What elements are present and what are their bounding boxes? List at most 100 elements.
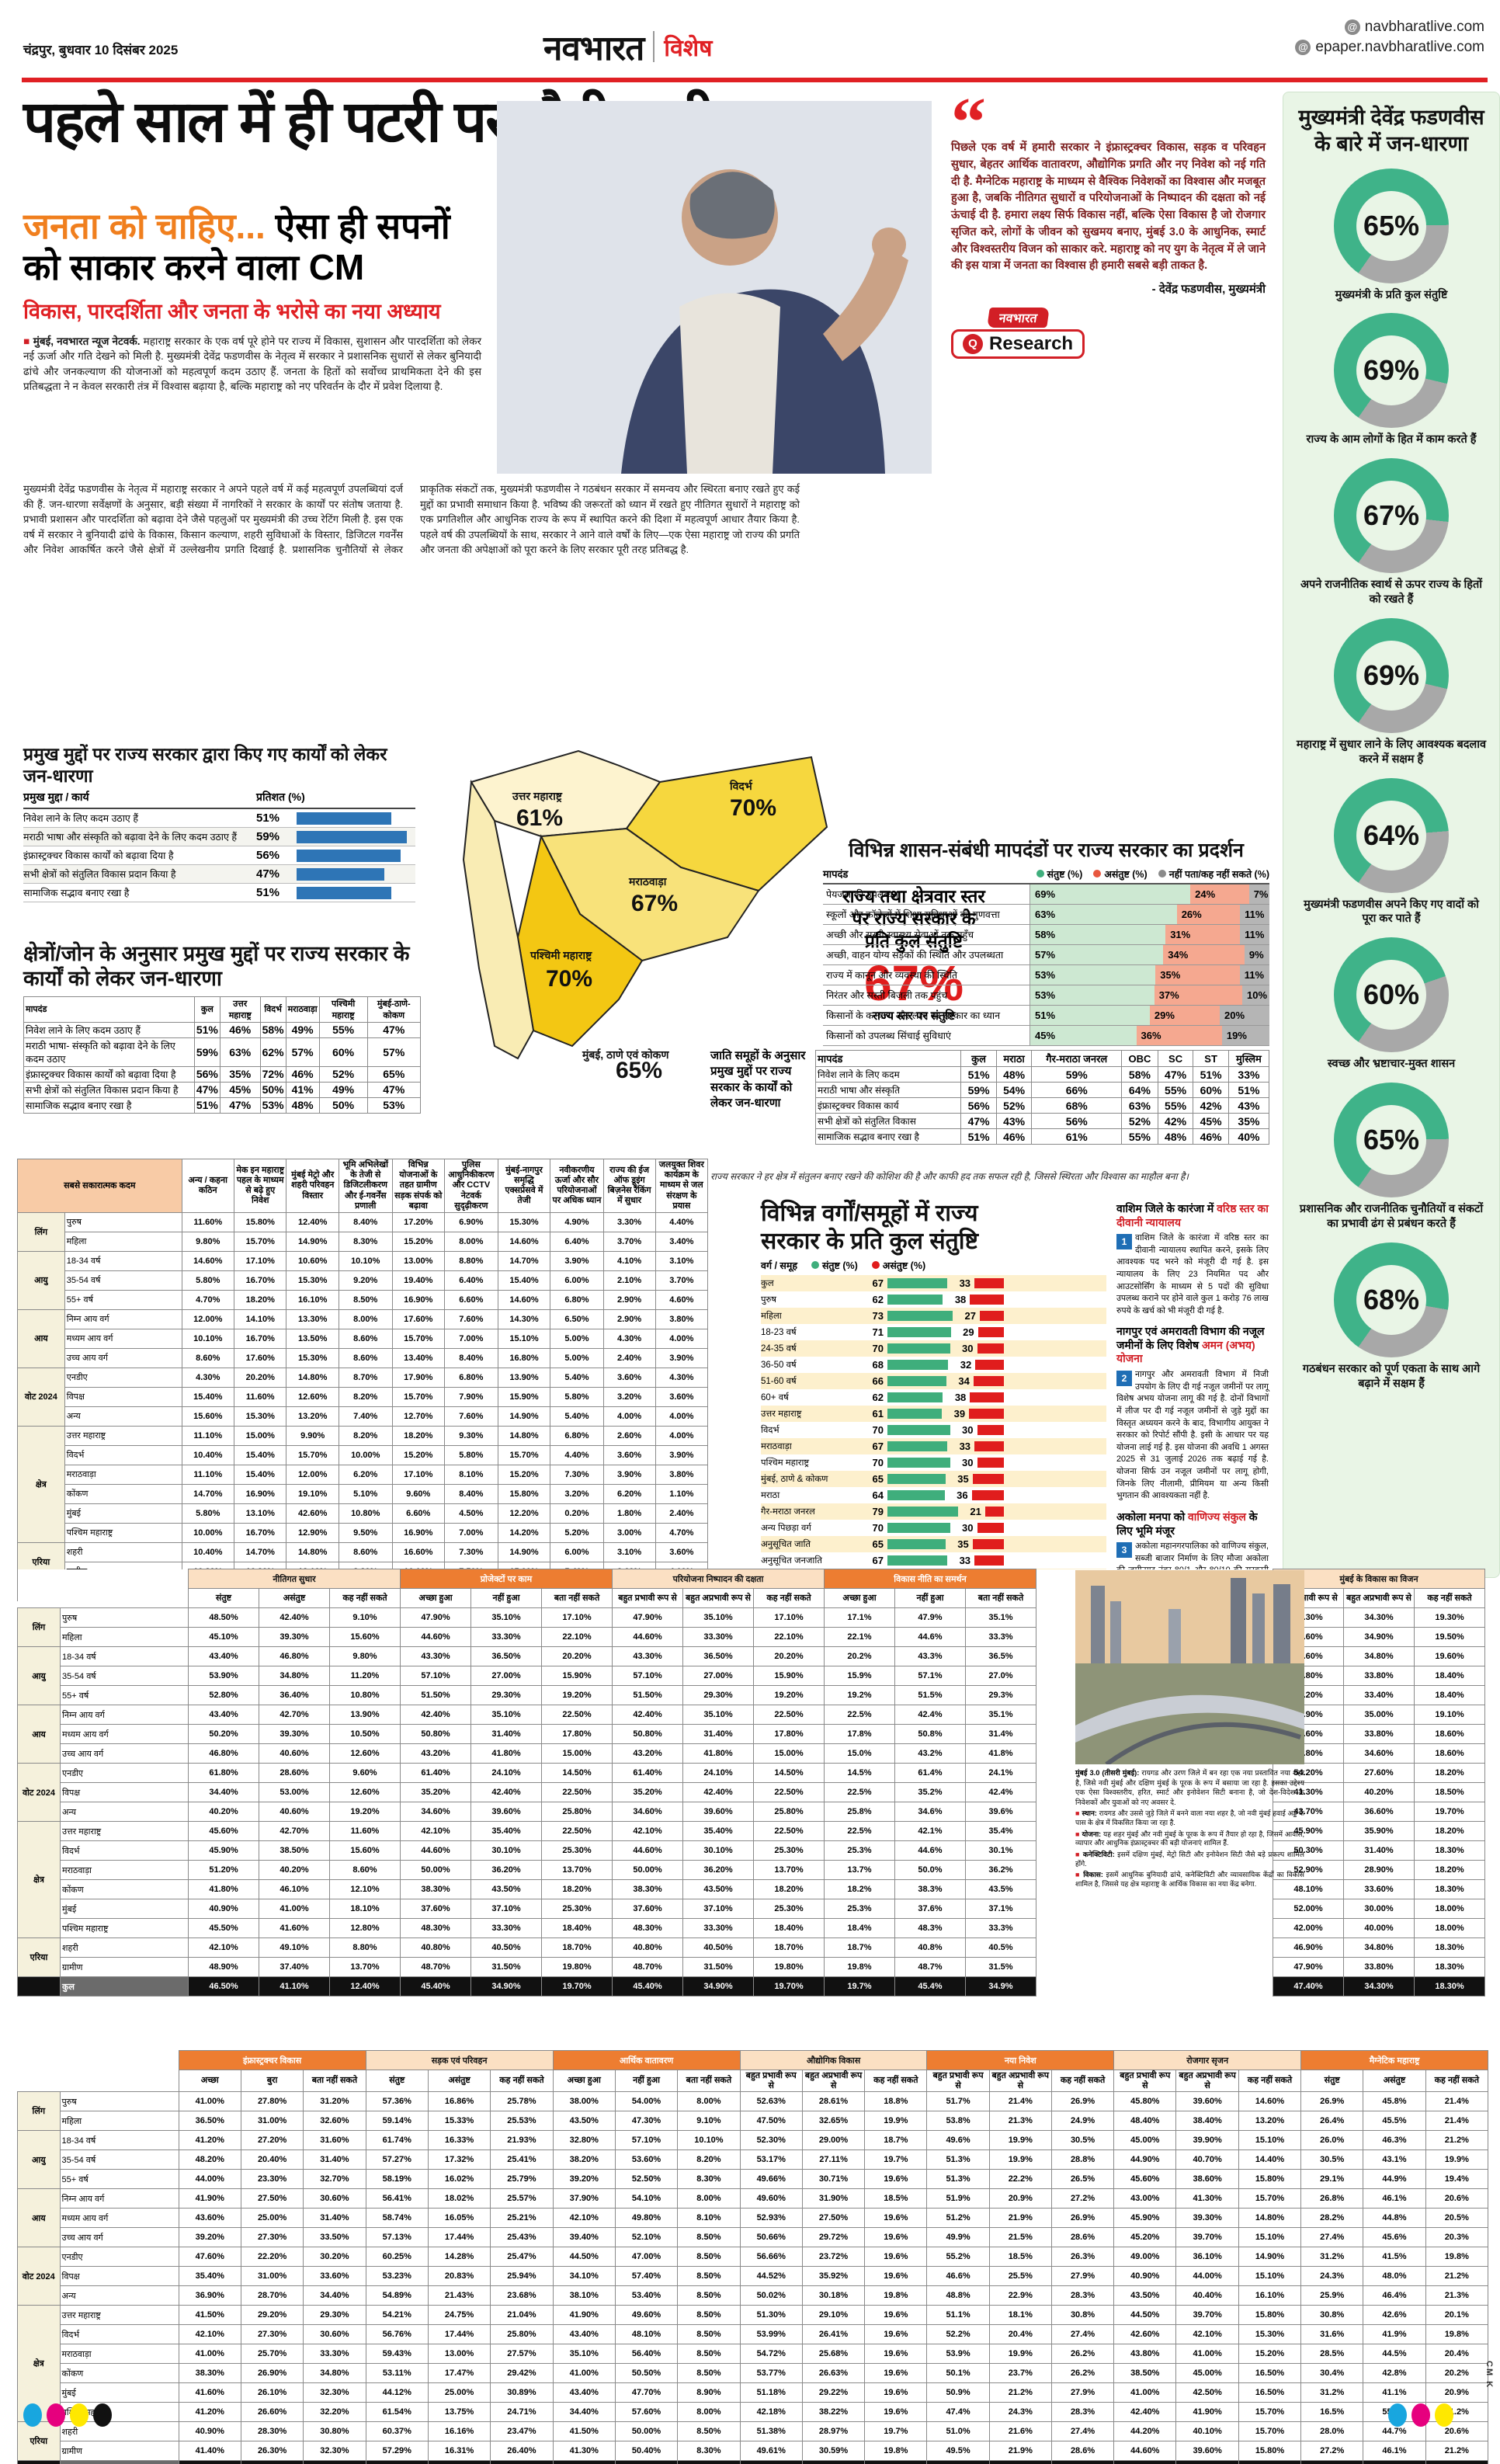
table-cell: 56.76% (365, 2324, 429, 2345)
table-cell: 42.1% (894, 1821, 966, 1841)
table-cell: 14.80% (286, 1367, 339, 1388)
table-cell: 14.70% (181, 1483, 235, 1504)
table-cell: 10.00% (181, 1522, 235, 1543)
dissatisfied-bar (973, 1376, 1004, 1386)
table-cell: 38.50% (1113, 2363, 1177, 2384)
table-cell: 45.6% (1363, 2227, 1426, 2248)
table-cell: 15.30% (286, 1270, 339, 1291)
table-cell: 41.30% (178, 2460, 241, 2464)
mumbai-caption: मुंबई 3.0 (तीसरी मुंबई): रायगड और उरण जि… (1075, 1769, 1304, 1806)
table-cell: 10.50% (329, 1724, 401, 1744)
positive-steps-block: सबसे सकारात्मक कदम अन्य / कहना कठिन मेक इन… (17, 1159, 709, 1601)
table-cell: 4.40% (655, 1211, 709, 1232)
zone-row-label: सभी क्षेत्रों को संतुलित विकास प्रदान कि… (23, 1081, 195, 1098)
table-cell: 22.50% (541, 1782, 613, 1802)
table-cell: 30.60% (303, 2324, 366, 2345)
table-cell: 20.2% (824, 1646, 895, 1666)
map-region-name: उत्तर महाराष्ट्र (512, 790, 563, 803)
table-cell: 6.40% (443, 1270, 498, 1291)
table-cell: 14.60% (497, 1231, 551, 1252)
table-row: विपक्ष 35.40% 31.00% 33.60% 53.23% 20.83% 25.9… (18, 2266, 1489, 2287)
table-cell: 1.80% (602, 1503, 656, 1524)
table-cell: 50.80% (612, 1724, 683, 1744)
table-cell: 10.80% (338, 1503, 393, 1524)
table-cell: 21.5% (988, 2227, 1052, 2248)
donut-caption: स्वच्छ और भ्रष्टाचार-मुक्त शासन (1327, 1058, 1456, 1071)
table-cell: 22.10% (753, 1627, 825, 1647)
table-cell: 18.8% (864, 2091, 928, 2112)
row-category: लिंग (17, 2091, 61, 2132)
table-cell: 44.12% (365, 2382, 429, 2403)
table-cell: 39.70% (1175, 2227, 1239, 2248)
table-cell: 39.20% (178, 2227, 241, 2248)
dissatisfied-value: 34 (958, 1375, 970, 1387)
issue-bar (297, 830, 407, 843)
zone-cell: 50% (318, 1096, 368, 1114)
table-cell: 41.00% (1175, 2344, 1239, 2365)
group-title: रोजगार सृजन (1113, 2050, 1302, 2070)
table-cell: 3.10% (655, 1250, 709, 1271)
group-label: मुंबई, ठाणे & कोकण (761, 1475, 828, 1484)
table-cell: 42.8% (1363, 2363, 1426, 2384)
site-link-1[interactable]: @ navbharatlive.com (1228, 19, 1484, 36)
donut-value: 69% (1356, 640, 1426, 711)
table-cell: 41.00% (552, 2363, 616, 2384)
table-row: क्षेत्र उत्तर महाराष्ट्र 45.60% 42.70% 11.60… (17, 1821, 1485, 1938)
table-cell: 29.42% (490, 2363, 554, 2384)
row-category: क्षेत्र (17, 2305, 61, 2423)
table-cell: 15.0% (824, 1743, 895, 1764)
table-cell: 39.40% (552, 2227, 616, 2248)
row-label: पुरुष (59, 2091, 179, 2112)
table-cell: 45.8% (1363, 2091, 1426, 2112)
table-cell: 34.60% (1343, 1743, 1415, 1764)
table-cell: 19.6% (864, 2305, 928, 2326)
row-category: आयु (17, 2130, 61, 2190)
satisfied-value: 65 (872, 1473, 884, 1485)
row-label: 18-34 वर्ष (60, 1646, 189, 1666)
table-cell: 25.00% (427, 2382, 491, 2403)
zone-table-title: क्षेत्रों/जोन के अनुसार प्रमुख मुद्दों प… (23, 942, 410, 991)
masthead: नवभारत विशेष (543, 23, 713, 70)
table-cell: 8.30% (677, 2169, 741, 2190)
table-cell: 47.60% (178, 2247, 241, 2268)
table-cell: 54.10% (614, 2188, 679, 2209)
table-cell: 25.80% (490, 2324, 554, 2345)
table-cell: 33.3% (965, 1627, 1036, 1647)
research-logo-top: नवभारत (986, 308, 1050, 328)
table-cell: 15.20% (497, 1464, 551, 1485)
table-cell: 16.10% (286, 1289, 339, 1310)
donut-chart: 67% (1334, 458, 1449, 574)
news-body: 2 नागपुर और अमरावती विभाग में निजी उपयोग … (1116, 1369, 1269, 1501)
table-cell: 44.6% (894, 1627, 966, 1647)
table-cell: 42.70% (259, 1821, 330, 1841)
table-row: अन्य 36.90% 28.70% 34.40% 54.89% 21.43% 23.68%… (18, 2285, 1489, 2306)
table-cell: 14.70% (233, 1541, 287, 1562)
table-cell: 34.90% (1343, 1627, 1415, 1647)
table-cell: 11.60% (329, 1821, 401, 1841)
globe-icon: @ (1344, 19, 1360, 35)
group-title: मैग्नेटिक महाराष्ट्र (1300, 2050, 1488, 2070)
donut-item: 69% महाराष्ट्र में सुधार लाने के लिए आवश… (1291, 617, 1491, 767)
row-category: आय (17, 2188, 61, 2248)
table-cell: 26.8% (1300, 2188, 1364, 2209)
caste-row: इंफ्रास्ट्रक्चर विकास कार्य 56% 52% 68% 63% 5… (814, 1097, 1270, 1114)
zone-col-header: विदर्भ (259, 996, 286, 1023)
donut-caption: राज्य के आम लोगों के हित में काम करते है… (1306, 433, 1477, 447)
table-cell: 37.90% (552, 2188, 616, 2209)
table-cell: 28.5% (1300, 2344, 1364, 2365)
table-row: विदर्भ 42.10% 27.30% 30.60% 56.76% 17.44% 25.8… (18, 2324, 1489, 2345)
table-cell: 18.02% (427, 2188, 491, 2209)
subhead-black2: को साकार करने वाला CM (23, 246, 365, 287)
table-cell: 13.00% (391, 1250, 445, 1271)
table-cell: 22.50% (753, 1821, 825, 1841)
table-cell: 46.6% (926, 2266, 990, 2287)
caste-cell: 63% (1121, 1097, 1158, 1114)
satisfied-bar (887, 1555, 948, 1566)
governance-bar: 57% 34% 9% (1030, 945, 1269, 964)
table-cell: 41.60% (259, 1918, 330, 1938)
table-cell: 45.10% (188, 1627, 259, 1647)
site-link-2[interactable]: @ epaper.navbharatlive.com (1228, 39, 1484, 56)
row-label: कोंकण (64, 1483, 182, 1504)
table-row: आयु 18-34 वर्ष 43.40% 46.80% 9.80% 43.30% 36.5… (17, 1646, 1485, 1705)
table-cell: 26.3% (1050, 2247, 1115, 2268)
